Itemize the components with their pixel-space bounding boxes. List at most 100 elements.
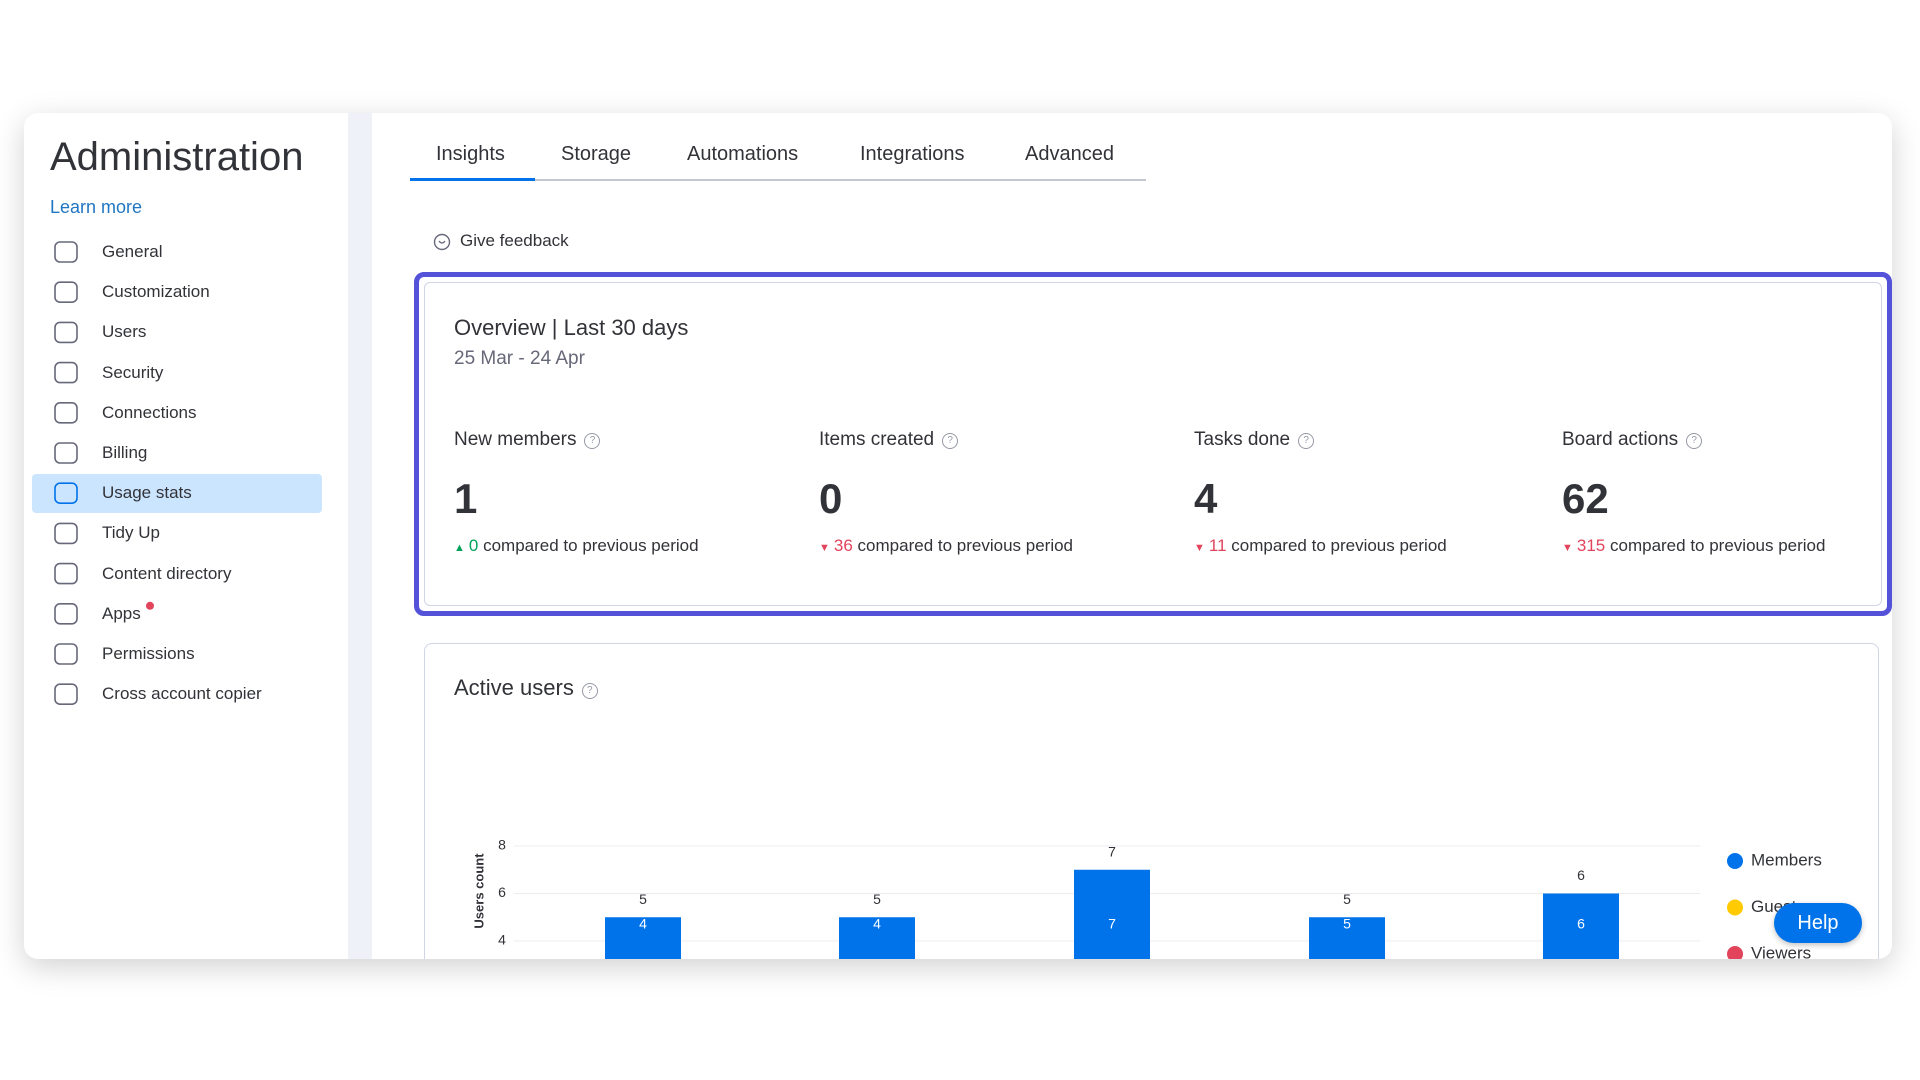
icon-shape	[54, 361, 78, 384]
legend-marker	[1727, 899, 1743, 916]
notification-dot	[146, 601, 154, 610]
chart: 02468Users count5454775566MembersGuestsV…	[54, 241, 1822, 959]
overview-title: Overview | Last 30 days	[454, 315, 689, 340]
icon-shape	[54, 643, 78, 665]
metric-change: ▼ 11 compared to previous period	[1194, 536, 1447, 556]
change-note: compared to previous period	[1231, 536, 1447, 555]
sidebar-item[interactable]: Customization	[102, 282, 210, 302]
admin-card: Administration Learn more Give feedback …	[24, 113, 1892, 959]
y-axis-label: Users count	[471, 853, 486, 929]
tab[interactable]: Storage	[561, 143, 632, 165]
sidebar-item[interactable]: Content directory	[102, 563, 232, 583]
metric-label-text: Items created	[819, 429, 935, 450]
info-icon: ?	[1298, 433, 1315, 449]
sidebar-item[interactable]: Tidy Up	[102, 523, 160, 543]
bar	[1309, 917, 1385, 959]
legend-marker	[1727, 853, 1743, 869]
icon-shape	[54, 562, 78, 585]
sidebar-item[interactable]: Cross account copier	[102, 684, 262, 704]
info-icon[interactable]: ?	[581, 683, 598, 699]
icon-shape	[54, 522, 78, 545]
sidebar-icon	[54, 562, 78, 585]
sidebar-icon	[54, 643, 78, 665]
trend-arrow: ▲	[454, 542, 465, 554]
icon-shape	[54, 602, 78, 625]
change-note: compared to previous period	[857, 536, 1074, 555]
metric-label: New members?	[454, 429, 601, 451]
tab[interactable]: Insights	[436, 143, 505, 165]
legend-label: Viewers	[1751, 943, 1811, 959]
segment-label: 4	[873, 916, 881, 932]
info-icon: ?	[584, 433, 601, 449]
change-note: compared to previous period	[1610, 536, 1826, 555]
sidebar-icon	[54, 522, 78, 545]
icon-shape	[54, 442, 78, 464]
sidebar-icon	[54, 482, 78, 505]
icon-shape	[54, 401, 78, 424]
icon-shape	[54, 281, 78, 303]
active-users-card	[424, 643, 1879, 959]
y-tick-label: 4	[498, 932, 506, 948]
tab[interactable]: Automations	[687, 143, 799, 165]
icon-shape	[54, 321, 78, 344]
metric-change: ▼ 315 compared to previous period	[1562, 536, 1825, 556]
change-note: compared to previous period	[483, 536, 699, 555]
segment-label: 5	[1343, 916, 1351, 932]
total-label: 5	[1343, 891, 1351, 907]
trend-arrow: ▼	[1562, 542, 1573, 554]
sidebar-item[interactable]: Users	[102, 322, 147, 342]
bar	[1074, 869, 1150, 959]
icon-shape	[54, 482, 78, 505]
tab[interactable]: Integrations	[860, 143, 965, 165]
change-value: 0	[468, 536, 479, 555]
metric-label: Tasks done?	[1194, 429, 1315, 451]
sidebar-icon	[54, 442, 78, 464]
segment-label: 7	[1108, 916, 1116, 932]
divider	[348, 113, 372, 959]
sidebar-item[interactable]: General	[102, 242, 163, 261]
metric-label-text: Board actions	[1562, 429, 1679, 450]
tab[interactable]: Advanced	[1025, 143, 1114, 165]
active-item-highlight	[32, 474, 322, 513]
active-tab-indicator	[410, 178, 535, 181]
sidebar-item[interactable]: Usage stats	[102, 483, 192, 503]
sidebar-icon	[54, 241, 78, 263]
metric-value: 4	[1194, 475, 1218, 522]
y-tick-label: 6	[498, 884, 506, 900]
tab-underline	[410, 179, 1146, 181]
total-label: 5	[639, 891, 647, 907]
sidebar-item[interactable]: Security	[102, 362, 164, 382]
sidebar-item[interactable]: Billing	[102, 443, 148, 462]
sidebar-icon	[54, 321, 78, 344]
metric-label-text: Tasks done	[1194, 429, 1291, 450]
bar	[839, 917, 915, 959]
total-label: 6	[1577, 867, 1585, 883]
change-value: 11	[1208, 536, 1227, 555]
metric-value: 0	[819, 475, 843, 522]
change-value: 36	[833, 536, 853, 555]
trend-arrow: ▼	[1194, 542, 1205, 554]
segment-label: 4	[639, 916, 647, 932]
legend-label: Members	[1751, 850, 1822, 869]
sidebar-icon	[54, 281, 78, 303]
metric-change: ▲ 0 compared to previous period	[454, 536, 699, 556]
total-label: 7	[1108, 843, 1116, 859]
give-feedback[interactable]: Give feedback	[460, 231, 569, 250]
metric-label: Board actions?	[1562, 429, 1703, 451]
sidebar-item[interactable]: Connections	[102, 402, 197, 422]
overview-date: 25 Mar - 24 Apr	[454, 348, 585, 369]
info-icon: ?	[942, 433, 959, 449]
chart-title: Active users?	[454, 675, 598, 701]
sidebar-item[interactable]: Permissions	[102, 644, 195, 663]
sidebar-item[interactable]: Apps	[102, 603, 141, 623]
metric-value: 1	[454, 475, 478, 522]
overview-highlight	[414, 272, 1892, 616]
icon-shape	[54, 241, 78, 263]
legend-marker	[1727, 946, 1743, 959]
sidebar-icon	[54, 683, 78, 706]
info-icon: ?	[1686, 433, 1703, 449]
metric-label: Items created?	[819, 429, 959, 451]
overview-card	[424, 282, 1882, 606]
help-button[interactable]: Help	[1774, 903, 1862, 943]
learn-more-link[interactable]: Learn more	[50, 197, 143, 217]
